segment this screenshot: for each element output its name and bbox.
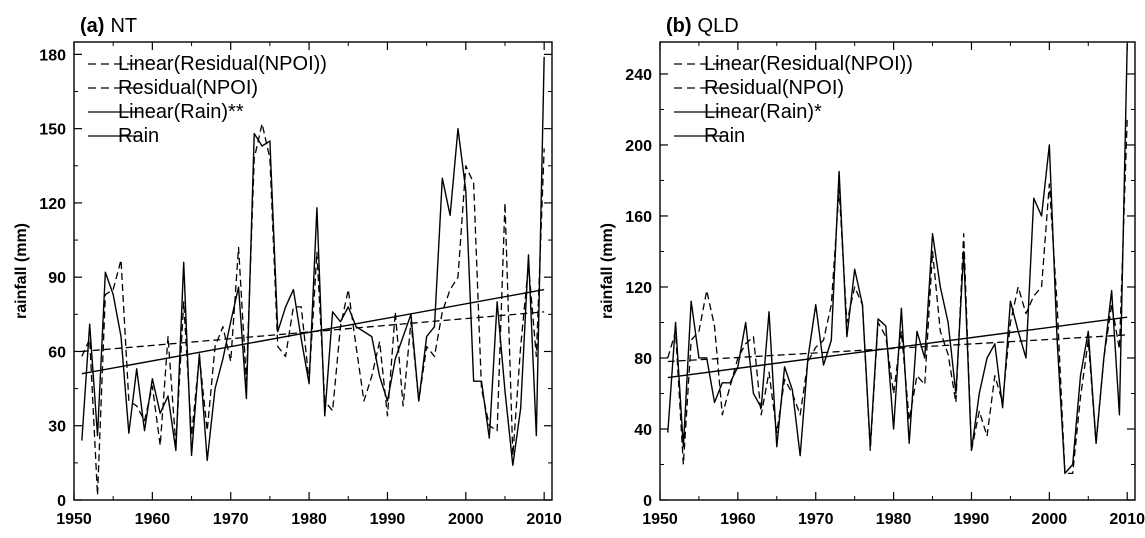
series-line-residual-npoi bbox=[81, 123, 545, 496]
x-tick-label: 1950 bbox=[56, 511, 92, 528]
y-tick-label: 0 bbox=[57, 493, 66, 510]
x-tick-label: 1980 bbox=[876, 511, 912, 528]
x-tick-label: 2010 bbox=[526, 511, 562, 528]
panel-title: (b) QLD bbox=[666, 15, 739, 37]
y-tick-label: 150 bbox=[39, 122, 66, 139]
series-line-linear-rain bbox=[667, 316, 1128, 379]
x-tick-label: 1990 bbox=[370, 511, 406, 528]
y-tick-label: 30 bbox=[48, 419, 66, 436]
plot-frame bbox=[659, 41, 1136, 501]
x-tick-label: 1950 bbox=[642, 511, 678, 528]
panel-region: QLD bbox=[698, 15, 739, 37]
legend-label: Residual(NPOI) bbox=[704, 77, 844, 99]
y-tick-label: 80 bbox=[634, 351, 652, 368]
x-tick-label: 2010 bbox=[1109, 511, 1145, 528]
series-line-residual-npoi bbox=[667, 118, 1128, 475]
x-tick-label: 1960 bbox=[720, 511, 756, 528]
y-axis-label: rainfall (mm) bbox=[599, 223, 616, 319]
y-tick-label: 40 bbox=[634, 422, 652, 439]
x-tick-label: 1970 bbox=[798, 511, 834, 528]
x-tick-label: 2000 bbox=[1032, 511, 1068, 528]
y-tick-label: 120 bbox=[39, 196, 66, 213]
panel-title: (a) NT bbox=[80, 15, 137, 37]
series-line-rain bbox=[81, 56, 545, 467]
y-tick-label: 60 bbox=[48, 344, 66, 361]
legend-label: Linear(Rain)** bbox=[118, 101, 244, 123]
y-tick-label: 240 bbox=[625, 67, 652, 84]
panel-b: (b) QLD 1950 1960 1970 1980 1990 2000 2010 0 40 80 1… bbox=[599, 15, 1145, 528]
legend-label: Rain bbox=[704, 125, 745, 147]
panel-a: (a) NT 1950 1960 1970 1980 1990 2000 2010 0 30 60 90… bbox=[13, 15, 562, 528]
x-tick-label: 1980 bbox=[291, 511, 327, 528]
legend-label: Linear(Residual(NPOI)) bbox=[118, 53, 327, 75]
x-tick-label: 2000 bbox=[448, 511, 484, 528]
plot-frame bbox=[73, 41, 553, 501]
legend-label: Linear(Rain)* bbox=[704, 101, 822, 123]
panel-letter: (a) bbox=[80, 15, 104, 37]
y-tick-label: 120 bbox=[625, 280, 652, 297]
y-tick-label: 90 bbox=[48, 270, 66, 287]
series-line-rain bbox=[667, 43, 1128, 475]
series-line-linear-rain bbox=[81, 288, 545, 375]
x-tick-label: 1990 bbox=[954, 511, 990, 528]
legend-label: Linear(Residual(NPOI)) bbox=[704, 53, 913, 75]
x-tick-label: 1970 bbox=[213, 511, 249, 528]
y-axis-label: rainfall (mm) bbox=[13, 223, 30, 319]
y-tick-label: 160 bbox=[625, 209, 652, 226]
legend-label: Residual(NPOI) bbox=[118, 77, 258, 99]
legend-label: Rain bbox=[118, 125, 159, 147]
x-tick-label: 1960 bbox=[135, 511, 171, 528]
panel-region: NT bbox=[110, 15, 137, 37]
y-tick-label: 0 bbox=[643, 493, 652, 510]
panel-letter: (b) bbox=[666, 15, 692, 37]
y-tick-label: 200 bbox=[625, 138, 652, 155]
y-tick-label: 180 bbox=[39, 47, 66, 64]
